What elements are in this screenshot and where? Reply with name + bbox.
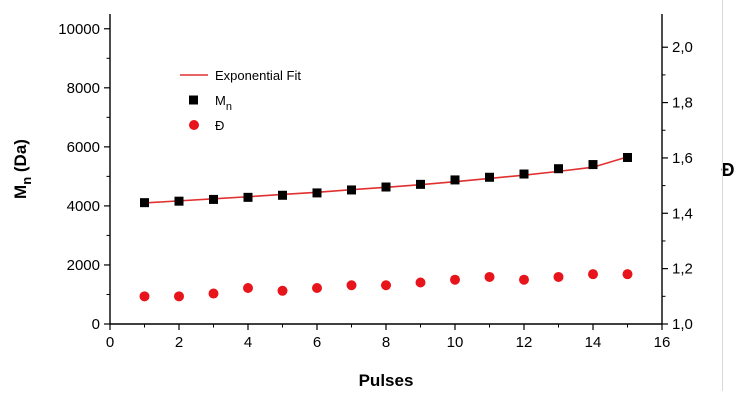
y-left-title-unit: (Da) bbox=[11, 139, 30, 177]
legend: Exponential Fit Mn Đ bbox=[180, 68, 301, 133]
y-right-tick-label: 1,6 bbox=[672, 150, 693, 167]
y-right-tick-label: 1,0 bbox=[672, 316, 693, 333]
x-tick-label: 16 bbox=[654, 334, 671, 351]
mn-point bbox=[381, 182, 391, 192]
x-tick-label: 14 bbox=[585, 334, 602, 351]
dispersity-point bbox=[381, 280, 391, 291]
legend-label-subscript: n bbox=[226, 101, 232, 113]
axis-labels: Pulses Mn (Da) Đ bbox=[11, 139, 735, 390]
y-right-tick-label: 2,0 bbox=[672, 39, 693, 56]
dispersity-point bbox=[519, 274, 529, 285]
dispersity-point bbox=[243, 283, 253, 294]
mn-point bbox=[450, 175, 460, 185]
mn-point bbox=[416, 179, 425, 189]
mn-point bbox=[554, 164, 563, 174]
x-tick-label: 2 bbox=[175, 334, 183, 351]
x-tick-label: 8 bbox=[382, 334, 390, 351]
dispersity-point bbox=[174, 291, 184, 302]
dispersity-point bbox=[277, 285, 288, 296]
y-left-tick-label: 0 bbox=[92, 316, 100, 333]
dispersity-point bbox=[346, 280, 357, 291]
y-left-tick-label: 8000 bbox=[67, 80, 100, 97]
legend-mn-swatch bbox=[189, 95, 198, 105]
mn-point bbox=[312, 188, 322, 198]
y-left-tick-label: 2000 bbox=[67, 257, 100, 274]
y-left-axis-title: Mn (Da) bbox=[11, 139, 34, 199]
y-right-tick-label: 1,2 bbox=[672, 261, 693, 278]
dispersity-point bbox=[553, 271, 564, 282]
mn-point bbox=[140, 198, 149, 208]
x-tick-label: 4 bbox=[244, 334, 252, 351]
legend-dispersity-swatch bbox=[189, 120, 199, 130]
mn-point bbox=[174, 196, 184, 206]
x-tick-label: 6 bbox=[313, 334, 321, 351]
dispersity-point bbox=[622, 269, 633, 280]
dispersity-point bbox=[588, 269, 598, 280]
y-right-axis-title: Đ bbox=[722, 160, 735, 180]
y-right-tick-label: 1,4 bbox=[672, 205, 693, 222]
mn-point bbox=[243, 192, 253, 202]
y-left-tick-label: 6000 bbox=[67, 139, 100, 156]
legend-label: Đ bbox=[215, 118, 224, 133]
axes-group: 0 2 4 6 8 10 12 14 16 0 2000 4000 6000 8000 10000 1,0 1,… bbox=[58, 14, 693, 351]
y-left-title-subscript: n bbox=[19, 177, 34, 185]
points-layer bbox=[139, 152, 633, 302]
x-axis-title: Pulses bbox=[359, 371, 414, 390]
mn-point bbox=[623, 152, 632, 162]
dispersity-point bbox=[450, 274, 460, 285]
mn-point bbox=[519, 169, 529, 179]
right-edge-line bbox=[722, 0, 723, 391]
mn-point bbox=[278, 190, 287, 200]
legend-label: Exponential Fit bbox=[215, 68, 301, 83]
dispersity-point bbox=[415, 277, 426, 288]
mn-point bbox=[485, 172, 494, 182]
legend-label: Mn bbox=[215, 93, 232, 113]
mn-point bbox=[209, 194, 218, 204]
dispersity-point bbox=[208, 288, 219, 299]
y-left-tick-label: 10000 bbox=[58, 21, 100, 38]
dispersity-point bbox=[139, 291, 150, 302]
y-right-tick-label: 1,8 bbox=[672, 95, 693, 112]
mn-point bbox=[347, 185, 356, 195]
y-left-tick-label: 4000 bbox=[67, 198, 100, 215]
dispersity-point bbox=[484, 271, 495, 282]
x-tick-label: 12 bbox=[516, 334, 533, 351]
mn-point bbox=[588, 160, 598, 170]
dispersity-point bbox=[312, 283, 322, 294]
x-tick-label: 0 bbox=[106, 334, 114, 351]
y-left-title-main: M bbox=[11, 185, 30, 199]
x-tick-label: 10 bbox=[447, 334, 464, 351]
